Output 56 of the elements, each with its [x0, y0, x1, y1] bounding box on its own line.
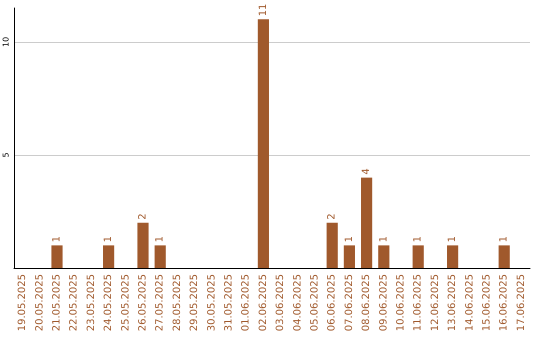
bar [361, 178, 372, 268]
x-tick-label: 21.05.2025 [52, 274, 62, 332]
y-tick-label: 10 [2, 36, 10, 48]
x-tick-label: 20.05.2025 [34, 274, 46, 332]
data-label: 1 [412, 236, 424, 242]
data-label: 1 [154, 236, 166, 242]
x-tick-label: 01.06.2025 [240, 274, 252, 332]
data-label: 1 [344, 236, 355, 242]
x-tick-label: 04.06.2025 [292, 274, 304, 332]
x-tick-label: 11.06.2025 [412, 274, 424, 332]
data-label: 2 [326, 213, 338, 220]
bar [154, 245, 166, 268]
data-label: 2 [138, 213, 148, 220]
x-tick-label: 16.06.2025 [498, 274, 510, 332]
bar [412, 245, 424, 268]
y-tick-label: 5 [2, 152, 10, 158]
data-label: 11 [258, 4, 269, 16]
x-tick-label: 14.06.2025 [464, 274, 476, 332]
x-tick-label: 24.05.2025 [103, 274, 114, 332]
x-tick-label: 29.05.2025 [189, 274, 200, 332]
x-tick-label: 13.06.2025 [447, 274, 458, 332]
x-tick-label: 26.05.2025 [138, 274, 148, 332]
x-tick-label: 28.05.2025 [172, 274, 183, 332]
x-tick-label: 25.05.2025 [120, 274, 132, 332]
data-label: 1 [103, 236, 114, 242]
data-label: 1 [378, 236, 390, 242]
x-tick-label: 12.06.2025 [430, 274, 441, 332]
bar [447, 245, 458, 268]
bar [51, 245, 63, 268]
x-tick-label: 07.06.2025 [344, 274, 355, 332]
bar [258, 19, 269, 268]
data-label: 1 [52, 236, 62, 242]
x-tick-label: 02.06.2025 [258, 274, 269, 332]
x-tick-label: 27.05.2025 [154, 274, 166, 332]
x-tick-label: 05.06.2025 [310, 274, 320, 332]
x-tick-label: 17.06.2025 [516, 274, 527, 332]
data-label: 1 [498, 236, 510, 242]
bar [344, 245, 355, 268]
x-tick-label: 31.05.2025 [224, 274, 234, 332]
x-tick-label: 06.06.2025 [326, 274, 338, 332]
x-tick-label: 15.06.2025 [482, 274, 492, 332]
x-tick-label: 22.05.2025 [68, 274, 80, 332]
bar [378, 245, 390, 268]
x-tick-label: 09.06.2025 [378, 274, 390, 332]
x-tick-label: 30.05.2025 [206, 274, 218, 332]
x-tick-label: 08.06.2025 [361, 274, 372, 332]
bar [498, 245, 510, 268]
x-tick-label: 10.06.2025 [396, 274, 406, 332]
data-label: 1 [447, 236, 458, 242]
bar [103, 245, 114, 268]
bar [326, 222, 338, 268]
x-tick-label: 23.05.2025 [86, 274, 97, 332]
bar [137, 222, 149, 268]
x-tick-label: 19.05.2025 [17, 274, 28, 332]
x-tick-label: 03.06.2025 [275, 274, 286, 332]
data-label: 4 [361, 168, 372, 175]
